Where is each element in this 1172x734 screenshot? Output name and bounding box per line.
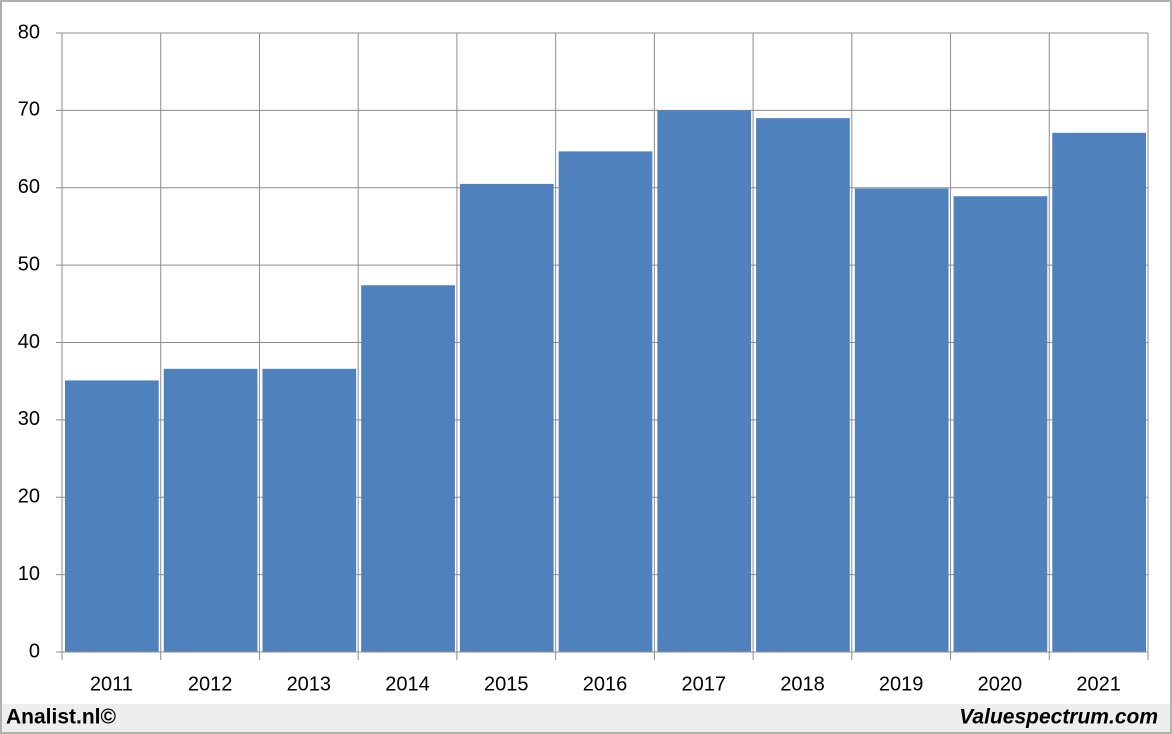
- x-tick-label: 2021: [1076, 673, 1121, 695]
- bar: [361, 285, 455, 652]
- bar: [657, 110, 752, 652]
- x-tick-label: 2011: [90, 673, 133, 695]
- x-tick-label: 2017: [681, 673, 726, 695]
- bar: [163, 368, 258, 652]
- y-tick-label: 30: [18, 408, 40, 430]
- x-tick-label: 2018: [780, 673, 825, 695]
- x-tick-label: 2020: [978, 673, 1023, 695]
- y-tick-label: 70: [18, 99, 40, 121]
- bar: [953, 196, 1048, 653]
- bar: [756, 118, 850, 653]
- y-tick-label: 80: [18, 21, 40, 43]
- bar: [459, 183, 554, 652]
- x-tick-label: 2013: [287, 673, 332, 695]
- x-tick-label: 2019: [879, 673, 924, 695]
- bar: [854, 188, 949, 652]
- footer-left: Analist.nl©: [6, 706, 117, 729]
- bar: [558, 151, 653, 653]
- y-tick-label: 50: [18, 253, 40, 275]
- x-tick-label: 2015: [484, 673, 529, 695]
- y-tick-label: 40: [18, 331, 40, 353]
- x-tick-label: 2014: [385, 673, 430, 695]
- y-tick-label: 0: [29, 640, 40, 662]
- bar: [1052, 132, 1146, 653]
- x-tick-label: 2012: [188, 673, 233, 695]
- bar: [262, 368, 357, 652]
- x-tick-label: 2016: [583, 673, 628, 695]
- footer-band: [0, 704, 1172, 734]
- bar: [65, 380, 159, 652]
- y-tick-label: 20: [18, 486, 40, 508]
- y-tick-label: 10: [18, 563, 40, 585]
- y-tick-label: 60: [18, 176, 40, 198]
- footer-right: Valuespectrum.com: [959, 706, 1158, 729]
